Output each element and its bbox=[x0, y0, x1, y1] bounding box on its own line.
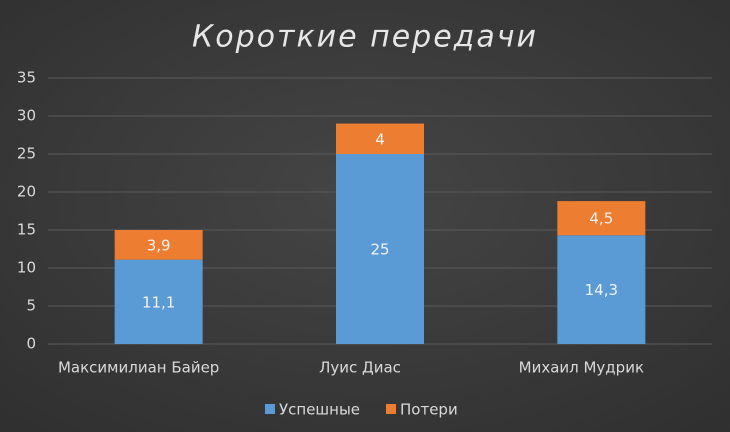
data-label: 14,3 bbox=[585, 281, 618, 299]
y-tick-label: 0 bbox=[26, 335, 36, 353]
legend-label: Успешные bbox=[279, 401, 360, 419]
legend-swatch bbox=[386, 404, 396, 414]
data-label: 4 bbox=[375, 130, 385, 148]
legend-label: Потери bbox=[400, 401, 458, 419]
y-tick-label: 30 bbox=[17, 107, 36, 125]
y-tick-label: 20 bbox=[17, 183, 36, 201]
bar-segment bbox=[557, 201, 646, 236]
data-label: 4,5 bbox=[589, 210, 613, 228]
data-label: 3,9 bbox=[147, 236, 171, 254]
y-tick-label: 25 bbox=[17, 145, 36, 163]
bar-segment bbox=[336, 123, 424, 154]
chart-title: Короткие передачи bbox=[192, 20, 538, 55]
bar-segment bbox=[114, 259, 203, 344]
x-tick-label: Максимилиан Байер bbox=[58, 359, 219, 377]
x-tick-label: Луис Диас bbox=[319, 359, 401, 377]
y-tick-label: 5 bbox=[26, 297, 36, 315]
data-label: 11,1 bbox=[142, 293, 175, 311]
y-tick-label: 15 bbox=[17, 221, 36, 239]
bar-segment bbox=[336, 154, 424, 344]
data-label: 25 bbox=[370, 241, 389, 259]
y-tick-label: 35 bbox=[17, 69, 36, 87]
bar-segment bbox=[114, 230, 203, 260]
bar-segment bbox=[557, 235, 646, 344]
x-tick-label: Михаил Мудрик bbox=[519, 359, 644, 377]
y-tick-label: 10 bbox=[17, 259, 36, 277]
legend-swatch bbox=[265, 404, 275, 414]
